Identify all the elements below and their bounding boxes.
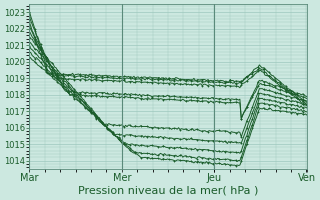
X-axis label: Pression niveau de la mer( hPa ): Pression niveau de la mer( hPa ) [78, 186, 258, 196]
